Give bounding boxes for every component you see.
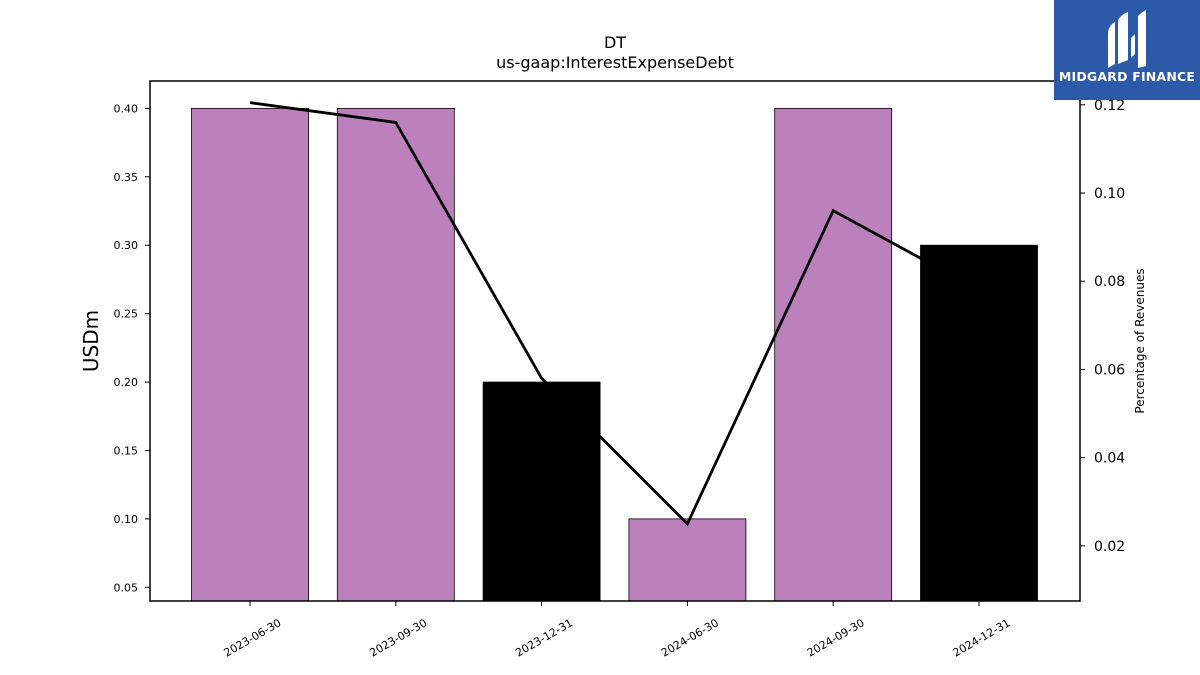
bar	[774, 107, 893, 602]
y-right-tick-label: 0.10	[1094, 186, 1125, 202]
y-tick-label: 0.30	[114, 239, 139, 252]
y-tick-label: 0.20	[114, 376, 139, 389]
y-right-tick-label: 0.04	[1094, 451, 1125, 467]
y-tick-label: 0.05	[114, 581, 139, 594]
bar	[336, 107, 455, 602]
chart-title: DT	[604, 33, 626, 52]
y-right-tick-label: 0.12	[1094, 98, 1125, 114]
logo-text: MIDGARD FINANCE	[1058, 69, 1196, 84]
bar	[920, 244, 1038, 602]
x-tick-label: 2024-12-31	[951, 616, 1013, 659]
y-tick-label: 0.40	[114, 102, 139, 115]
chart-subtitle: us-gaap:InterestExpenseDebt	[496, 53, 734, 72]
bar	[628, 518, 747, 602]
y-tick-label: 0.35	[114, 171, 139, 184]
x-tick-label: 2024-06-30	[659, 616, 721, 659]
bar	[191, 107, 309, 602]
plot-frame	[149, 80, 1081, 602]
y-tick-label: 0.10	[114, 513, 139, 526]
y-tick-label: 0.15	[114, 444, 139, 457]
midgard-finance-logo: MIDGARD FINANCE	[1054, 0, 1200, 100]
x-tick-label: 2023-12-31	[513, 616, 575, 659]
x-tick-label: 2024-09-30	[805, 616, 867, 659]
series-line	[249, 101, 980, 527]
y-tick-label: 0.25	[114, 308, 139, 321]
midgard-logo-icon	[1108, 10, 1146, 68]
y-right-tick-label: 0.08	[1094, 274, 1125, 290]
y-axis-right-label: Percentage of Revenues	[1133, 268, 1147, 413]
x-tick-label: 2023-09-30	[367, 616, 429, 659]
y-right-tick-label: 0.06	[1094, 362, 1125, 378]
y-axis-label: USDm	[79, 310, 103, 372]
x-tick-label: 2023-06-30	[222, 616, 284, 659]
bar	[482, 381, 601, 602]
y-right-tick-label: 0.02	[1094, 539, 1125, 555]
